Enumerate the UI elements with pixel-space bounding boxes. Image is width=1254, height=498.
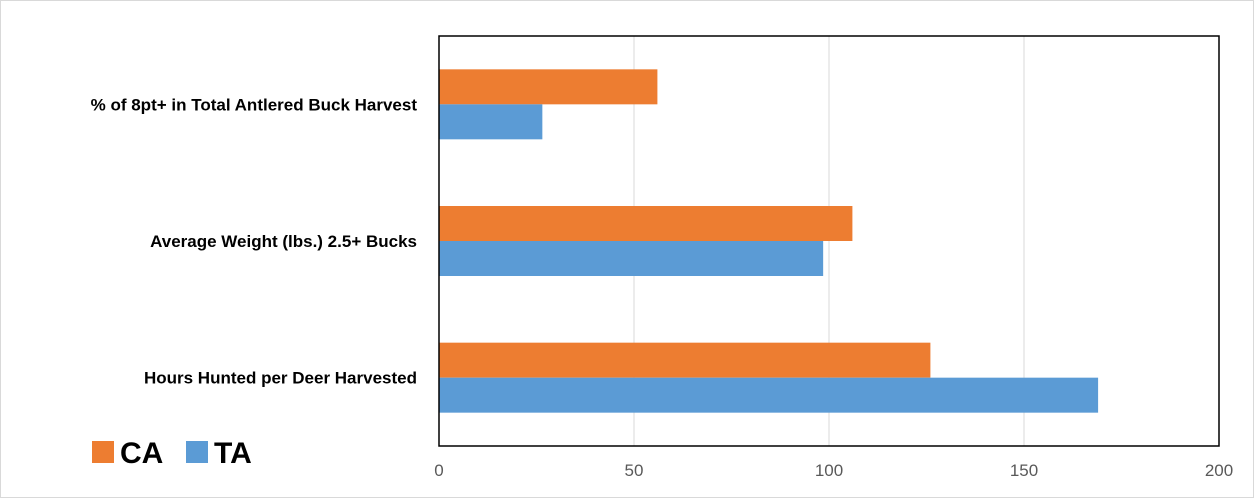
category-label-0: % of 8pt+ in Total Antlered Buck Harvest <box>91 95 418 114</box>
legend-swatch-ta <box>186 441 208 463</box>
legend-swatch-ca <box>92 441 114 463</box>
x-tick-label-100: 100 <box>815 461 843 480</box>
bar-ca-2 <box>439 342 931 378</box>
x-tick-label-50: 50 <box>625 461 644 480</box>
x-tick-label-0: 0 <box>434 461 443 480</box>
category-label-2: Hours Hunted per Deer Harvested <box>144 369 417 388</box>
category-label-1: Average Weight (lbs.) 2.5+ Bucks <box>150 232 417 251</box>
legend-label-ta: TA <box>214 437 252 470</box>
bar-ta-2 <box>439 377 1099 413</box>
bar-ta-0 <box>439 104 543 140</box>
bar-ca-1 <box>439 206 853 241</box>
x-axis-tick-labels: 0 50 100 150 200 <box>434 461 1233 480</box>
bars <box>439 69 1099 413</box>
x-tick-label-200: 200 <box>1205 461 1233 480</box>
category-labels: % of 8pt+ in Total Antlered Buck Harvest… <box>91 95 418 387</box>
plot-area-border <box>438 35 1220 447</box>
legend-label-ca: CA <box>120 437 163 470</box>
x-tick-label-150: 150 <box>1010 461 1038 480</box>
bar-ca-0 <box>439 69 658 105</box>
legend: CA TA <box>92 437 252 470</box>
bar-ta-1 <box>439 241 824 276</box>
